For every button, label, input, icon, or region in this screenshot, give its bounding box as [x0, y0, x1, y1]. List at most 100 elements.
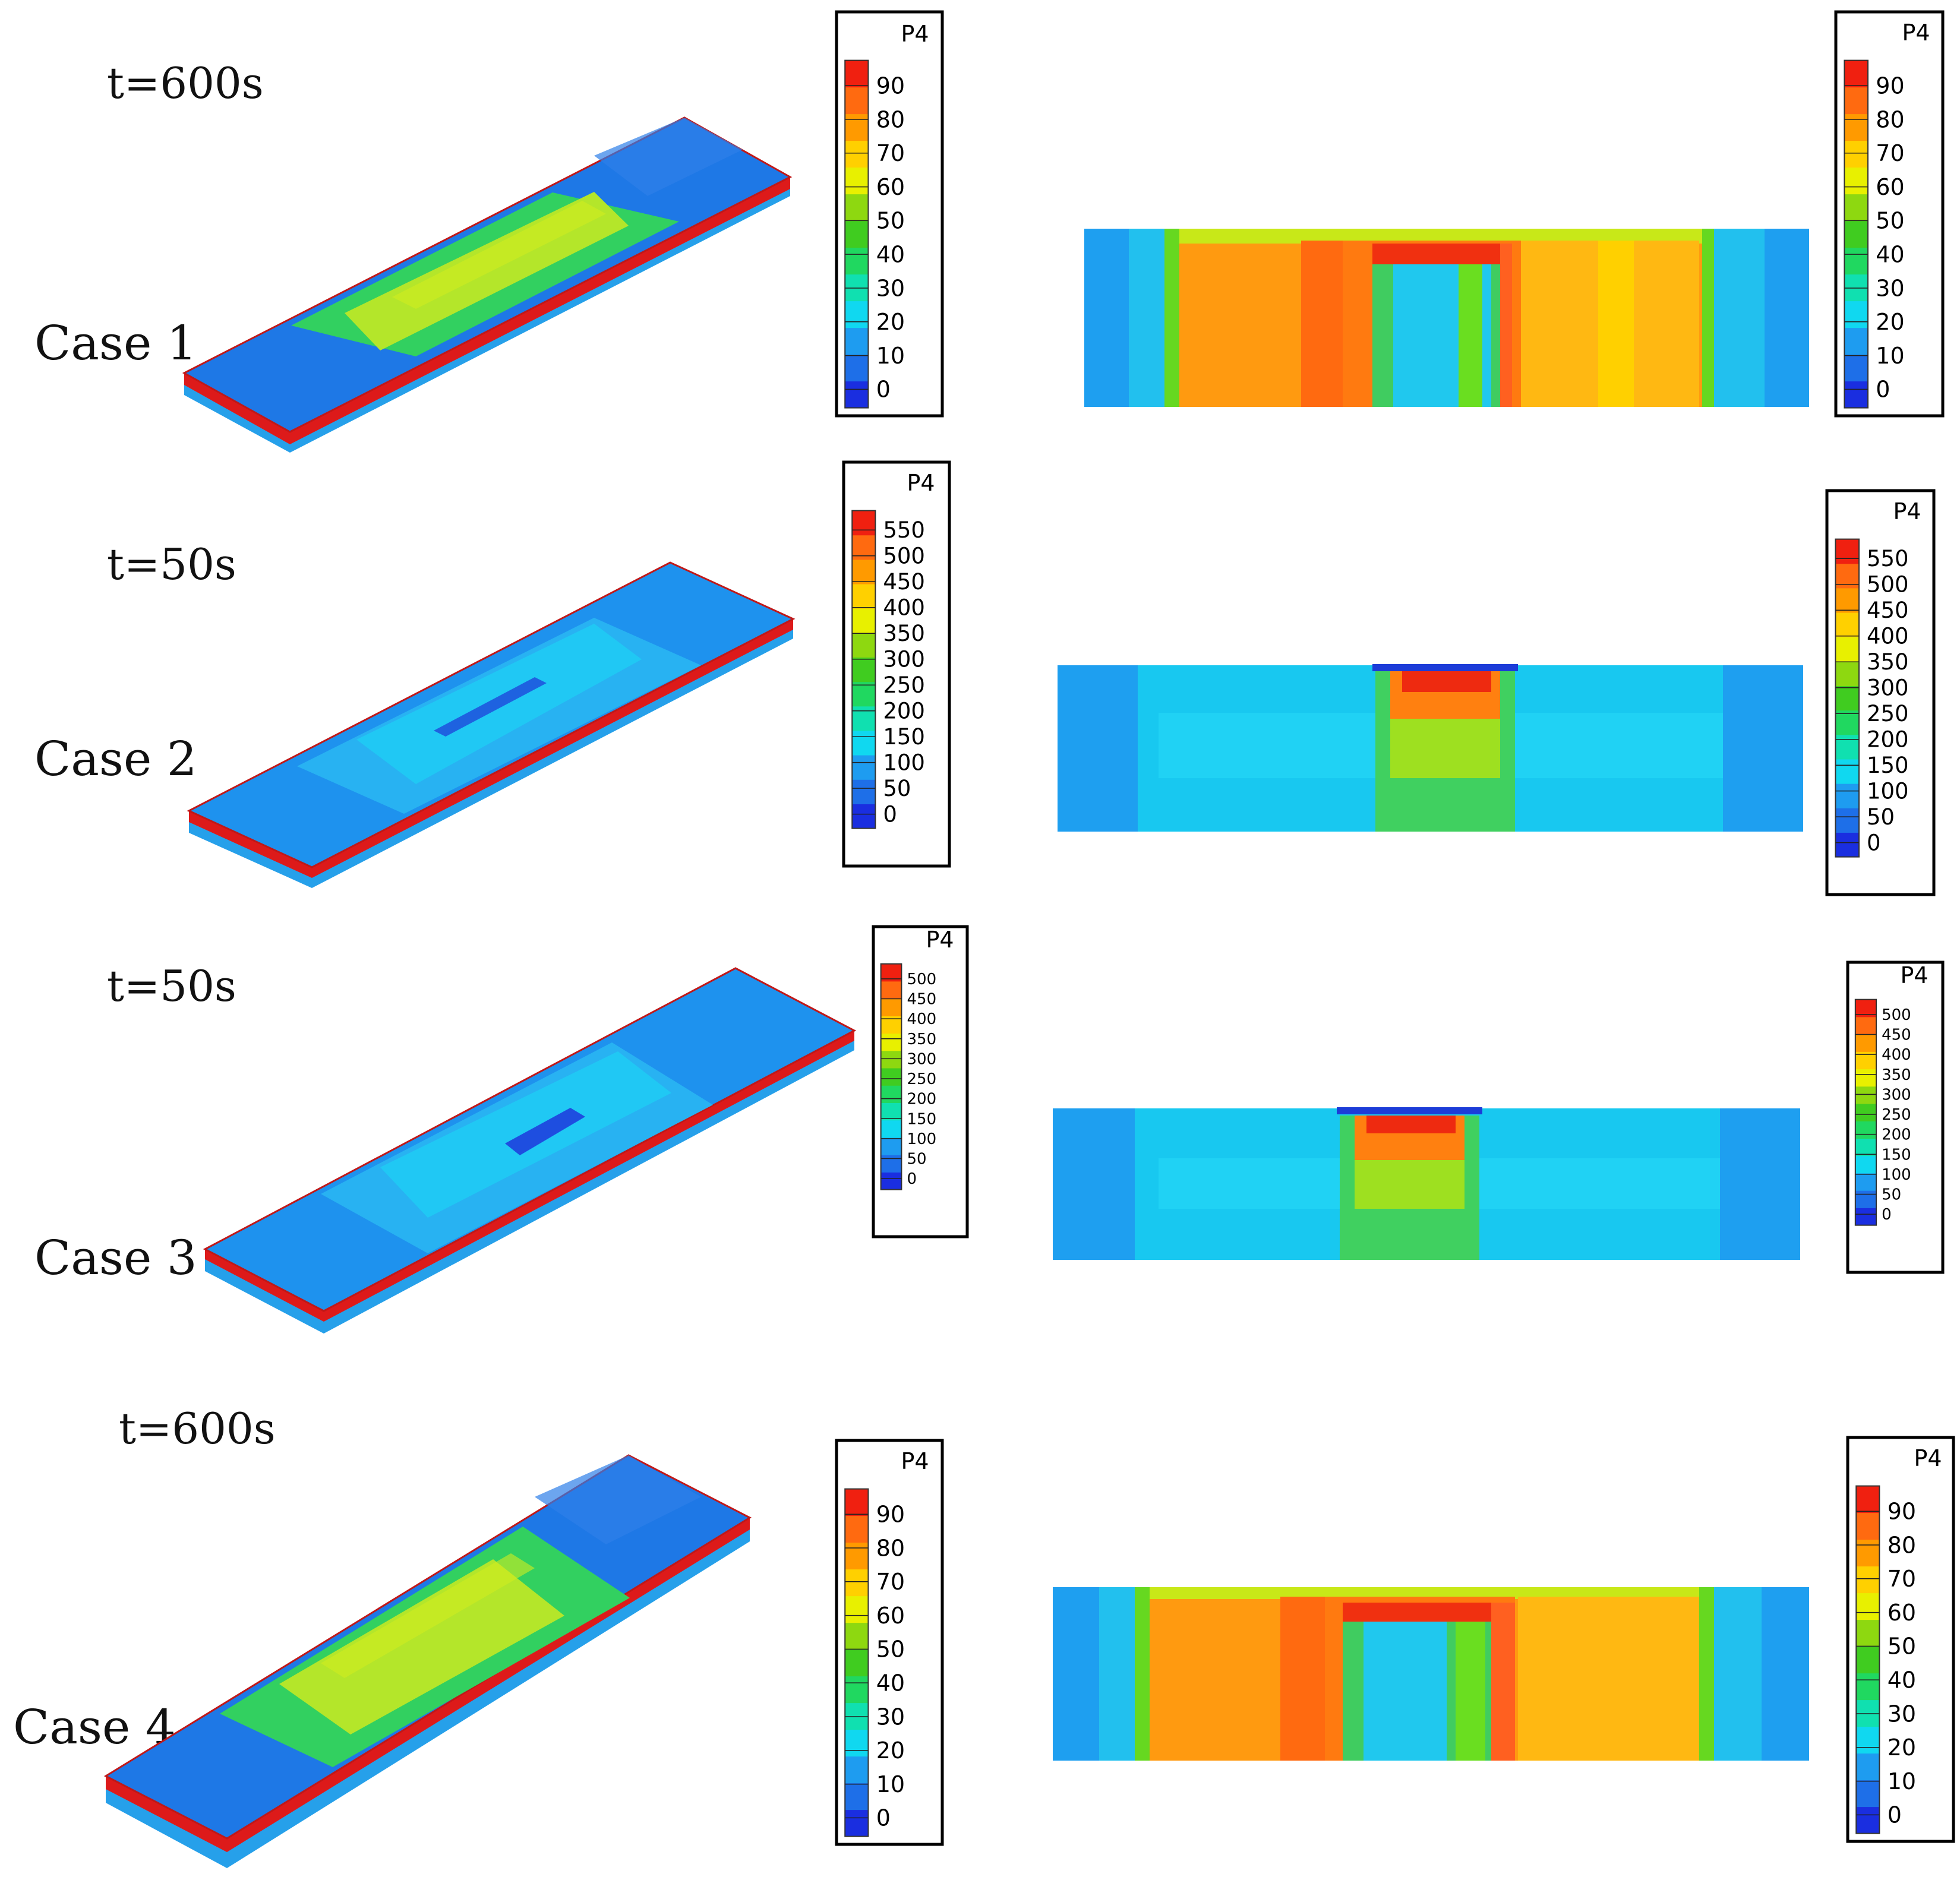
- legend-tick-label: 30: [1876, 275, 1904, 301]
- case-label: Case 2: [34, 731, 197, 786]
- legend-tick-label: 300: [907, 1050, 937, 1068]
- section-2d-view: [1058, 664, 1803, 832]
- legend-tick-label: 350: [1867, 649, 1909, 675]
- legend-tick-label: 250: [883, 672, 925, 698]
- row-3: t=50s Case 3 P4 500450400350300250200150…: [34, 925, 1945, 1334]
- legend-left: P4 90 80 70 60 50 40 30 20 10 0: [835, 1439, 944, 1846]
- legend-tick-label: 400: [883, 595, 925, 621]
- colorbar-band: [880, 1033, 902, 1051]
- colorbar-outline: [880, 963, 902, 1190]
- legend-tick-label: 500: [1867, 572, 1909, 598]
- colorbar-band: [1835, 783, 1859, 808]
- colorbar-band: [1856, 1566, 1880, 1594]
- colorbar-band: [845, 327, 869, 355]
- legend-tick-label: 0: [1882, 1206, 1892, 1224]
- colorbar-band: [880, 999, 902, 1016]
- legend-tick-label: 100: [1867, 779, 1909, 804]
- legend-tick-label: 30: [1888, 1701, 1916, 1727]
- colorbar-band: [852, 706, 876, 731]
- colorbar-band: [852, 657, 876, 683]
- legend-tick-label: 450: [1867, 598, 1909, 623]
- colorbar-band: [880, 981, 902, 999]
- legend-tick-label: 200: [907, 1091, 937, 1108]
- legend-tick-label: 0: [876, 377, 891, 403]
- colorbar-band: [880, 1050, 902, 1069]
- colorbar-band: [880, 1137, 902, 1155]
- time-label: t=50s: [107, 539, 236, 589]
- legend-tick-label: 50: [1876, 208, 1904, 234]
- legend-tick-label: 40: [876, 1670, 905, 1696]
- colorbar-band: [845, 1515, 869, 1543]
- colorbar-band: [1835, 808, 1859, 833]
- legend-tick-label: 350: [883, 621, 925, 646]
- colorbar-band: [852, 510, 876, 536]
- legend-tick-label: 450: [907, 991, 937, 1009]
- case-label: Case 1: [34, 315, 197, 371]
- colorbar-band: [1855, 1208, 1876, 1226]
- colorbar-band: [1855, 1016, 1876, 1035]
- colorbar-band: [845, 220, 869, 248]
- legend-tick-label: 50: [907, 1151, 927, 1168]
- slab-3d-view: [103, 1454, 752, 1868]
- colorbar-band: [845, 247, 869, 275]
- legend-colorbar: [880, 963, 902, 1190]
- legend-tick-label: 400: [1867, 624, 1909, 649]
- legend-tick-label: 550: [883, 517, 925, 543]
- legend-tick-label: 60: [876, 174, 905, 200]
- colorbar-band: [1856, 1780, 1880, 1808]
- colorbar-band: [845, 1809, 869, 1837]
- legend-tick-label: 550: [1867, 546, 1909, 571]
- legend-title: P4: [907, 470, 935, 496]
- colorbar-outline: [1844, 59, 1869, 409]
- legend-colorbar: [1844, 59, 1869, 409]
- colorbar-band: [1856, 1512, 1880, 1540]
- colorbar-band: [1835, 539, 1859, 564]
- legend-tick-label: 500: [1882, 1006, 1911, 1024]
- colorbar-band: [1856, 1619, 1880, 1647]
- legend-tick-label: 150: [883, 724, 925, 750]
- legend-tick-label: 0: [876, 1805, 891, 1831]
- colorbar-band: [1835, 587, 1859, 613]
- colorbar-band: [1855, 1034, 1876, 1052]
- legend-tick-label: 350: [1882, 1066, 1911, 1084]
- legend-title: P4: [1893, 498, 1921, 524]
- colorbar-band: [1855, 1138, 1876, 1157]
- legend-tick-label: 30: [876, 1704, 905, 1730]
- legend-tick-label: 40: [1888, 1667, 1916, 1693]
- legend-tick-label: 20: [1876, 309, 1904, 335]
- colorbar-band: [880, 1172, 902, 1190]
- legend-tick-label: 90: [1876, 72, 1904, 99]
- legend-tick-label: 50: [1882, 1186, 1901, 1204]
- colorbar-band: [852, 779, 876, 804]
- legend-tick-label: 60: [876, 1603, 905, 1629]
- slab-3d-view: [203, 967, 857, 1334]
- colorbar-band: [1835, 661, 1859, 687]
- legend-tick-label: 150: [1867, 753, 1909, 778]
- colorbar-band: [845, 381, 869, 409]
- colorbar-band: [1855, 1173, 1876, 1191]
- legend-tick-label: 40: [1876, 241, 1904, 267]
- colorbar-band: [880, 1068, 902, 1086]
- legend-tick-label: 300: [883, 647, 925, 672]
- colorbar-band: [845, 1676, 869, 1704]
- legend-tick-label: 50: [1888, 1633, 1916, 1660]
- legend-tick-label: 50: [876, 208, 905, 234]
- legend-tick-label: 50: [1867, 804, 1895, 830]
- legend-title: P4: [1902, 20, 1930, 46]
- colorbar-band: [1835, 832, 1859, 858]
- colorbar-outline: [844, 59, 869, 409]
- legend-tick-label: 300: [1882, 1086, 1911, 1104]
- legend-tick-label: 150: [1882, 1146, 1911, 1164]
- legend-tick-label: 450: [1882, 1026, 1911, 1044]
- legend-right: P4 90 80 70 60 50 40 30 20 10 0: [1846, 1436, 1955, 1843]
- colorbar-band: [880, 1155, 902, 1173]
- colorbar-band: [880, 1085, 902, 1103]
- colorbar-band: [845, 60, 869, 88]
- legend-tick-label: 20: [876, 1737, 905, 1764]
- colorbar-band: [1844, 87, 1868, 115]
- colorbar-band: [1844, 167, 1868, 195]
- legend-tick-label: 250: [1867, 701, 1909, 726]
- legend-tick-label: 20: [1888, 1734, 1916, 1761]
